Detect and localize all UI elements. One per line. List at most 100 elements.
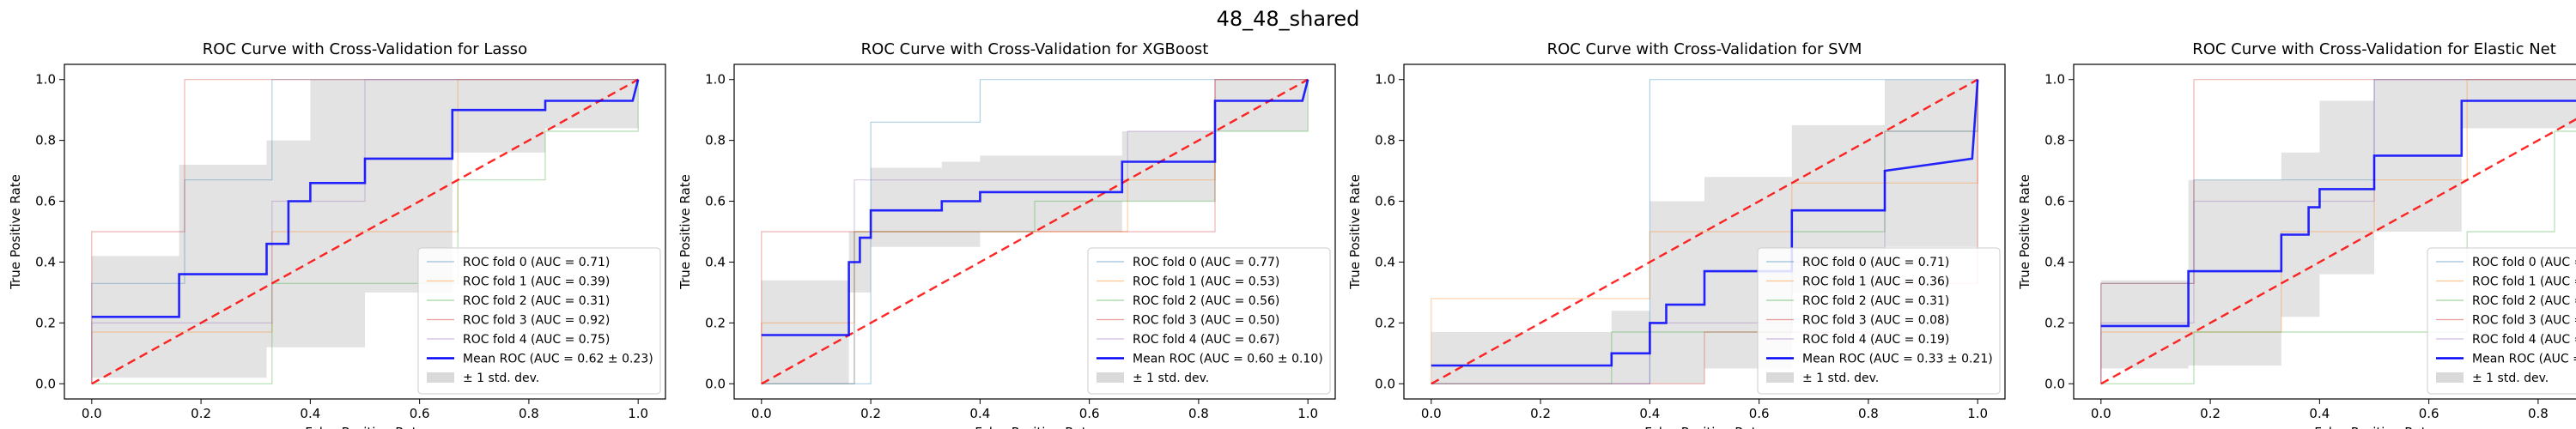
mean-roc-curve (761, 79, 1309, 336)
legend-label-3: ROC fold 3 (AUC = 0.92) (463, 314, 610, 328)
x-axis-label: False Positive Rate (975, 425, 1094, 429)
x-axis-label: False Positive Rate (2314, 425, 2433, 429)
x-tick-label: 0.8 (1188, 406, 1209, 421)
x-tick-label: 0.0 (751, 406, 772, 421)
y-tick-label: 1.0 (2044, 72, 2065, 88)
x-axis-label: False Positive Rate (1644, 425, 1764, 429)
x-tick-label: 0.4 (1639, 406, 1660, 421)
legend-label-4: ROC fold 4 (AUC = 0.75) (463, 333, 610, 347)
chart-panels: 0.0 0.2 0.4 0.6 0.8 1.0 0.0 0.2 0.4 0.6 0.8 1.0 ROC … (8, 40, 2576, 429)
x-tick-label: 0.4 (300, 406, 320, 421)
y-tick-label: 0.2 (35, 315, 56, 330)
x-axis-label: False Positive Rate (305, 425, 424, 429)
y-tick-label: 0.6 (2044, 194, 2065, 209)
legend-label-4: ROC fold 4 (AUC = 0.67) (1133, 333, 1279, 347)
x-tick-label: 1.0 (1967, 406, 1988, 421)
legend: ROC fold 0 (AUC = 0.77) ROC fold 1 (AUC =… (1087, 247, 1331, 395)
legend-label-0: ROC fold 0 (AUC = 0.71) (463, 256, 610, 269)
x-tick-label: 0.0 (1421, 406, 1442, 421)
fold-curve-4 (2100, 79, 2576, 384)
legend-label-6: ± 1 std. dev. (1802, 372, 1879, 385)
x-tick-label: 0.8 (1858, 406, 1879, 421)
x-tick-label: 0.2 (2200, 406, 2221, 421)
chart-panel-3: 0.00.20.40.60.81.00.00.20.40.60.81.0ROC … (2017, 40, 2576, 429)
y-axis-label: True Positive Rate (1347, 174, 1363, 290)
fold-curve-3 (761, 79, 1309, 384)
chart-title: ROC Curve with Cross-Validation for SVM (1547, 40, 1862, 58)
legend-label-3: ROC fold 3 (AUC = 0.89) (2472, 314, 2576, 328)
mean-roc-curve (91, 79, 640, 318)
chance-line (761, 78, 1309, 385)
x-tick-label: 0.8 (2528, 406, 2549, 421)
chart-title: ROC Curve with Cross-Validation for Lass… (203, 40, 527, 58)
y-tick-label: 0.2 (1375, 315, 1395, 330)
chart-title: ROC Curve with Cross-Validation for Elas… (2192, 40, 2556, 58)
x-tick-label: 0.2 (860, 406, 881, 421)
chance-line (2100, 118, 2576, 385)
chart-panel-0: 0.0 0.2 0.4 0.6 0.8 1.0 0.0 0.2 0.4 0.6 0.8 1.0 ROC … (8, 40, 666, 429)
legend-label-6: ± 1 std. dev. (463, 372, 539, 385)
legend-label-5: Mean ROC (AUC = 0.63 ± 0.21) (2472, 353, 2576, 366)
axes-frame (2073, 63, 2576, 400)
plot-area (2100, 79, 2576, 385)
y-tick-label: 0.8 (2044, 133, 2065, 148)
legend-label-5: Mean ROC (AUC = 0.33 ± 0.21) (1802, 353, 1993, 366)
fold-curve-2 (761, 79, 1309, 384)
legend-swatch-6 (427, 372, 454, 383)
legend-label-6: ± 1 std. dev. (1133, 372, 1209, 385)
legend-label-5: Mean ROC (AUC = 0.60 ± 0.10) (1133, 353, 1323, 366)
y-tick-label: 0.2 (705, 315, 726, 330)
x-tick-label: 0.2 (191, 406, 211, 421)
x-tick-label: 0.2 (1530, 406, 1551, 421)
plot-area (91, 78, 640, 385)
axes-frame (733, 63, 1336, 400)
y-tick-label: 0.6 (705, 194, 726, 209)
legend-label-0: ROC fold 0 (AUC = 0.71) (2472, 256, 2576, 269)
legend-swatch-6 (2436, 372, 2464, 383)
chance-line (1431, 78, 1978, 385)
chart-title: ROC Curve with Cross-Validation for XGBo… (861, 40, 1209, 58)
fold-curve-0 (91, 79, 639, 384)
y-tick-label: 0.0 (2044, 376, 2065, 391)
legend-label-1: ROC fold 1 (AUC = 0.42) (2472, 275, 2576, 289)
chance-line (91, 78, 639, 385)
legend-label-3: ROC fold 3 (AUC = 0.08) (1802, 314, 1949, 328)
x-tick-label: 1.0 (1297, 406, 1318, 421)
y-tick-label: 1.0 (705, 72, 726, 88)
x-tick-label: 0.8 (519, 406, 539, 421)
mean-roc-curve (1431, 79, 1979, 367)
fold-curve-4 (91, 79, 639, 384)
std-band (2100, 79, 2576, 369)
y-tick-label: 0.8 (705, 133, 726, 148)
legend-label-4: ROC fold 4 (AUC = 0.78) (2472, 333, 2576, 347)
fold-curve-1 (2100, 79, 2576, 384)
y-tick-label: 1.0 (1375, 72, 1395, 88)
y-axis-label: True Positive Rate (2017, 174, 2032, 290)
std-band (91, 79, 639, 378)
fold-curve-4 (761, 79, 1309, 384)
y-tick-label: 0.8 (35, 133, 56, 148)
legend-label-1: ROC fold 1 (AUC = 0.39) (463, 275, 610, 289)
x-tick-label: 0.4 (969, 406, 990, 421)
legend-label-2: ROC fold 2 (AUC = 0.31) (1802, 294, 1949, 308)
legend-frame (1757, 247, 2001, 395)
axes-frame (1403, 63, 2006, 400)
fold-curve-0 (2100, 79, 2576, 384)
legend-label-1: ROC fold 1 (AUC = 0.53) (1133, 275, 1279, 289)
y-tick-label: 0.0 (35, 376, 56, 391)
y-tick-label: 0.6 (35, 194, 56, 209)
mean-roc-curve (2100, 100, 2576, 328)
legend-label-1: ROC fold 1 (AUC = 0.36) (1802, 275, 1949, 289)
legend-label-2: ROC fold 2 (AUC = 0.31) (463, 294, 610, 308)
y-tick-label: 0.4 (705, 254, 726, 269)
plot-area (1431, 78, 1979, 385)
legend-label-2: ROC fold 2 (AUC = 0.33) (2472, 294, 2576, 308)
legend-label-0: ROC fold 0 (AUC = 0.71) (1802, 256, 1949, 269)
y-tick-label: 0.8 (1375, 133, 1395, 148)
x-tick-label: 0.6 (1079, 406, 1100, 421)
legend-swatch-6 (1766, 372, 1794, 383)
legend-frame (1087, 247, 1331, 395)
y-tick-label: 0.6 (1375, 194, 1395, 209)
axes-frame (64, 63, 666, 400)
legend: ROC fold 0 (AUC = 0.71) ROC fold 1 (AUC =… (2427, 247, 2576, 395)
